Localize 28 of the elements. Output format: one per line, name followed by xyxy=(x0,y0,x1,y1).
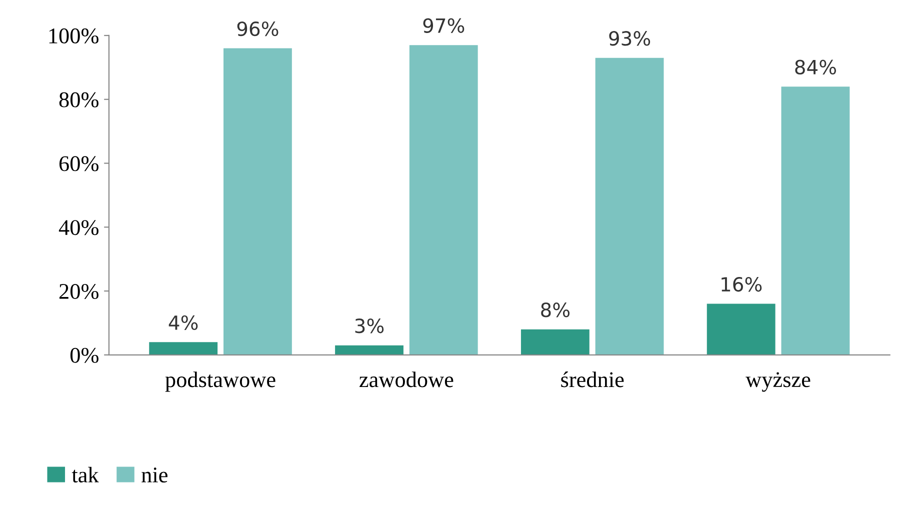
text: 3% xyxy=(355,318,384,334)
x-tick-label: podstawowe xyxy=(165,372,276,392)
text: 84% xyxy=(795,60,836,74)
y-tick-label: 80% xyxy=(59,92,98,108)
x-tick-label: średnie xyxy=(561,372,624,388)
text: 96% xyxy=(237,21,278,36)
bar xyxy=(520,329,590,355)
bar xyxy=(223,48,292,355)
legend-label: nie xyxy=(142,468,168,482)
bar xyxy=(409,45,478,355)
bar xyxy=(595,58,664,355)
x-tick-label: wyższe xyxy=(746,372,810,392)
text: 4% xyxy=(168,315,198,330)
bar xyxy=(149,342,218,355)
y-tick-label: 40% xyxy=(58,220,98,236)
text: 16% xyxy=(722,276,762,292)
y-tick-label: 0% xyxy=(70,348,98,363)
y-tick-label: 60% xyxy=(59,156,98,172)
text: 97% xyxy=(423,18,464,33)
y-tick-label: 20% xyxy=(59,284,98,300)
bar xyxy=(706,304,776,355)
text: 93% xyxy=(609,31,650,46)
text: 8% xyxy=(541,302,570,318)
x-tick-label: zawodowe xyxy=(360,372,454,388)
y-tick-label: 100% xyxy=(49,28,98,44)
legend-label: tak xyxy=(72,466,99,482)
bar xyxy=(335,345,404,355)
bar xyxy=(781,86,850,355)
